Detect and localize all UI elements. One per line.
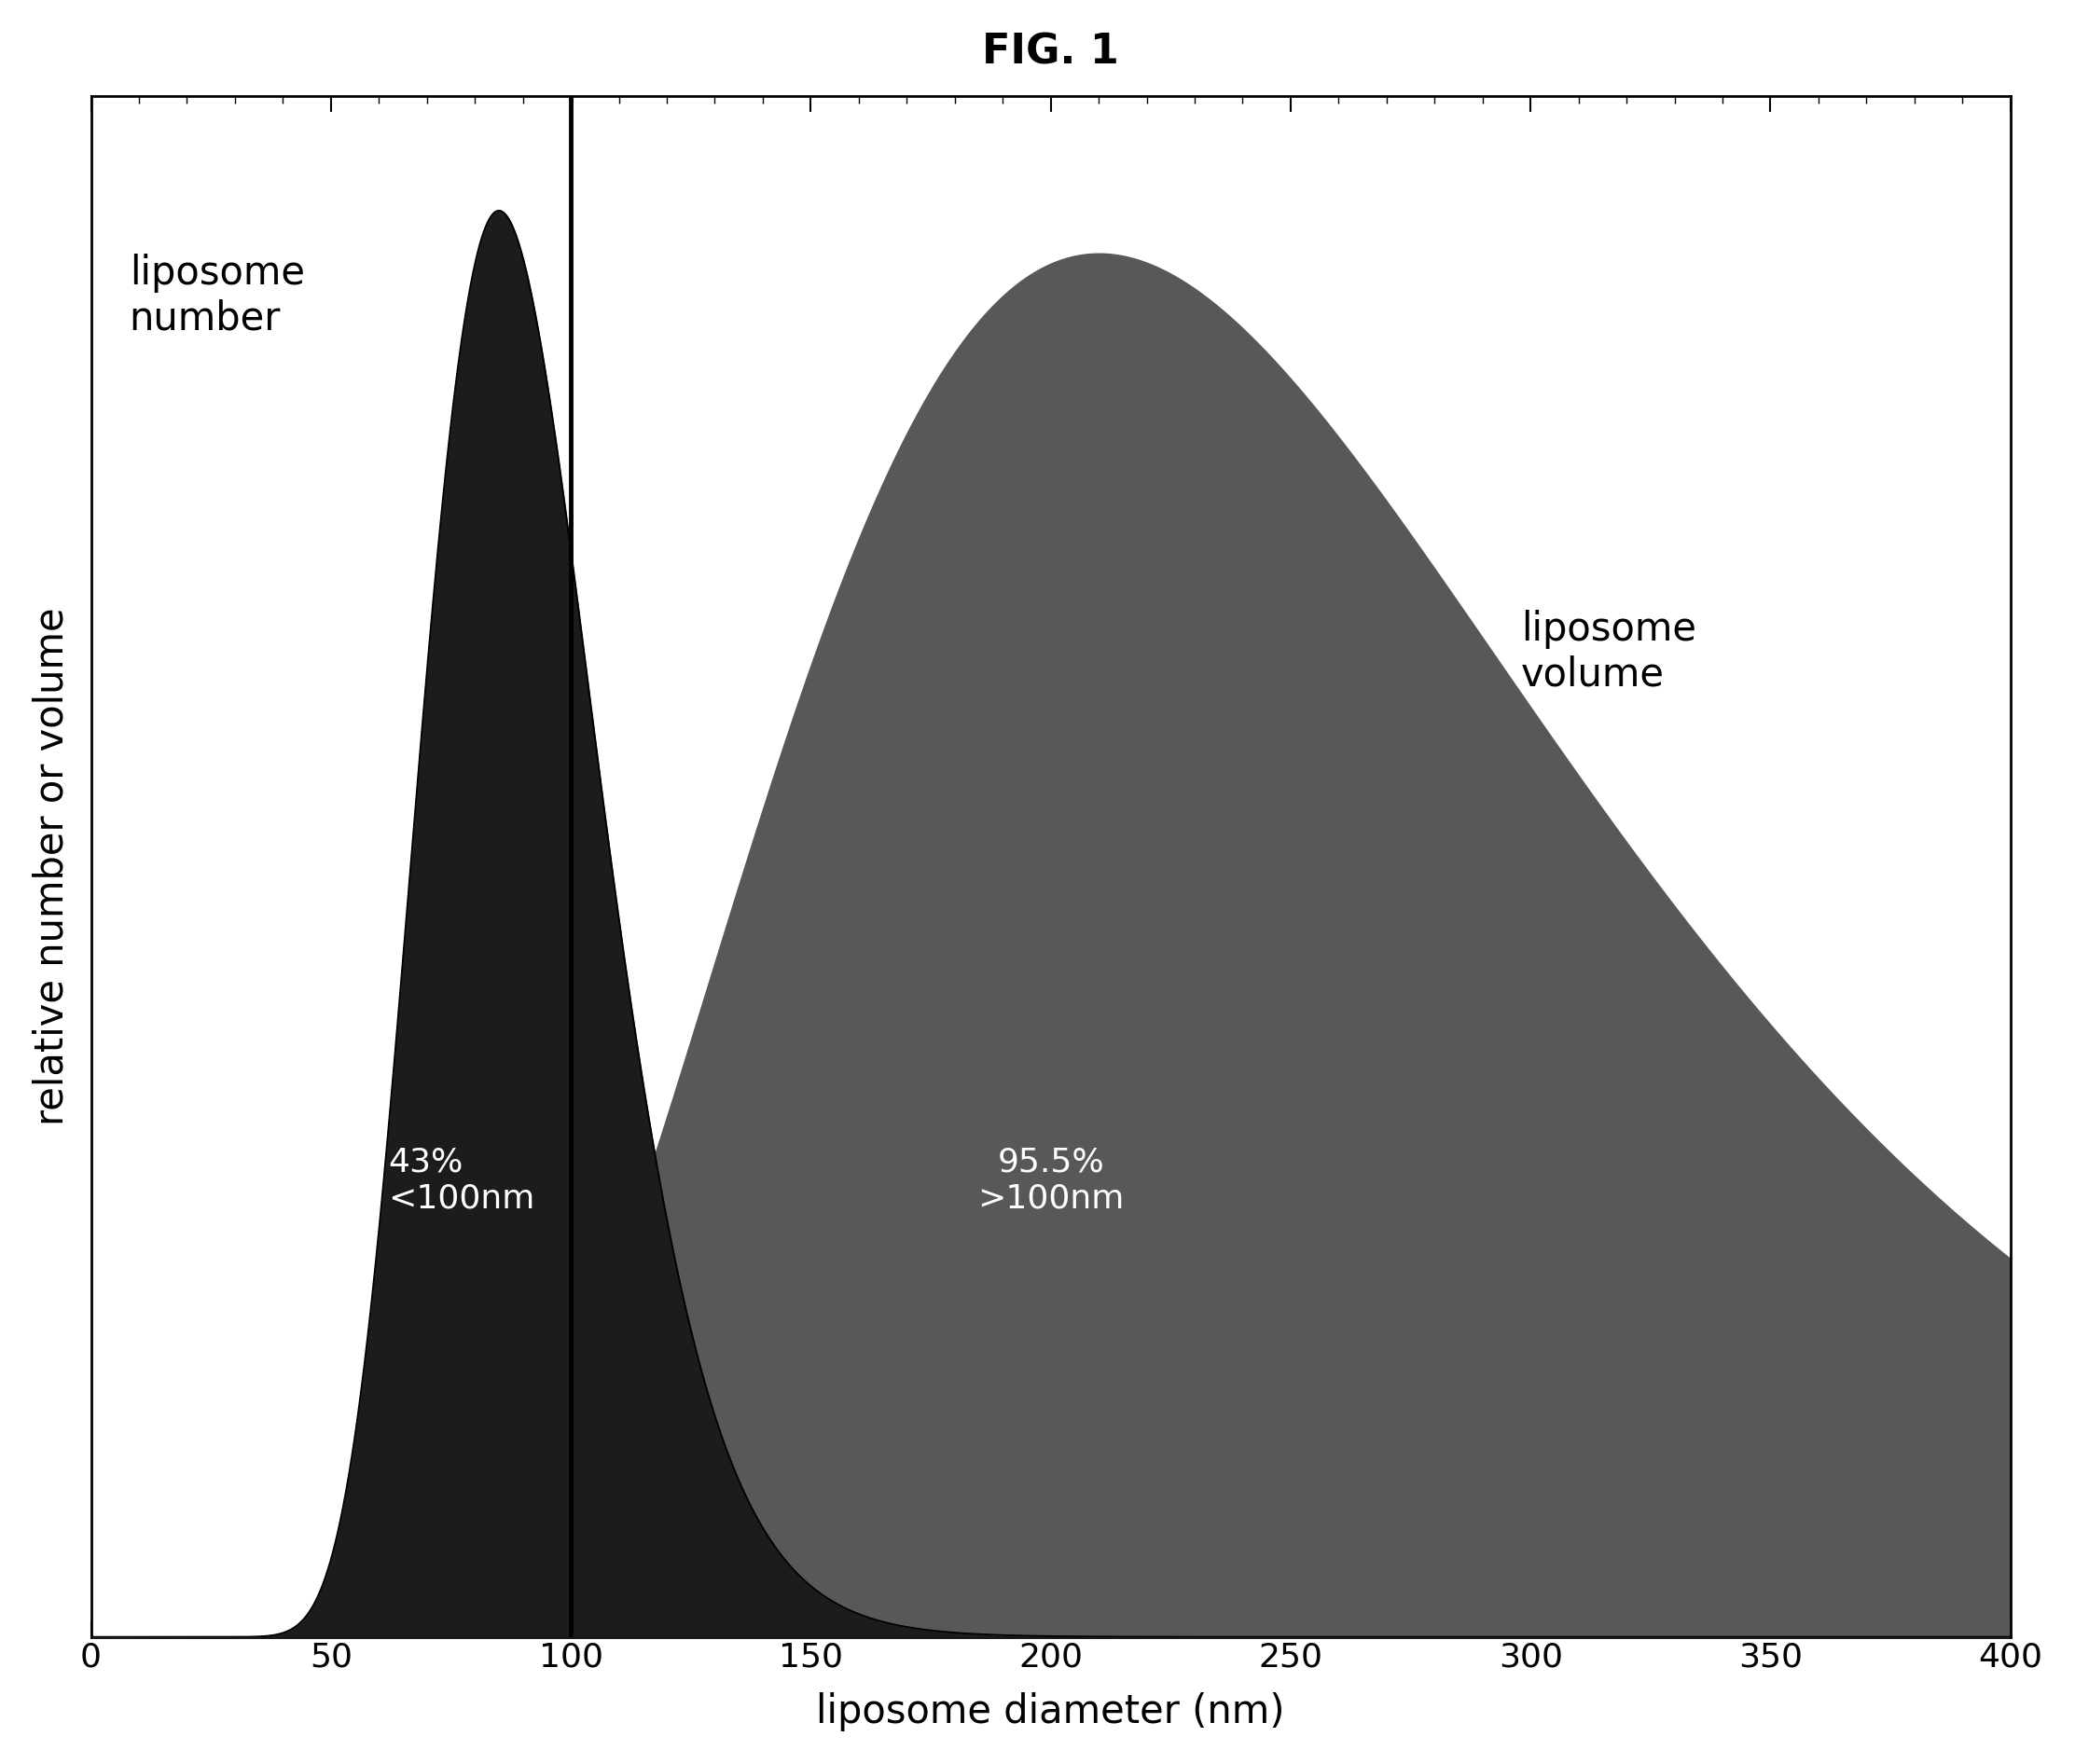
Text: 43%
<100nm: 43% <100nm bbox=[388, 1147, 535, 1215]
Text: liposome
volume: liposome volume bbox=[1521, 610, 1695, 695]
X-axis label: liposome diameter (nm): liposome diameter (nm) bbox=[815, 1692, 1284, 1732]
Y-axis label: relative number or volume: relative number or volume bbox=[33, 607, 71, 1125]
Text: 95.5%
>100nm: 95.5% >100nm bbox=[977, 1147, 1125, 1215]
Text: liposome
number: liposome number bbox=[129, 254, 305, 337]
Title: FIG. 1: FIG. 1 bbox=[981, 32, 1118, 72]
